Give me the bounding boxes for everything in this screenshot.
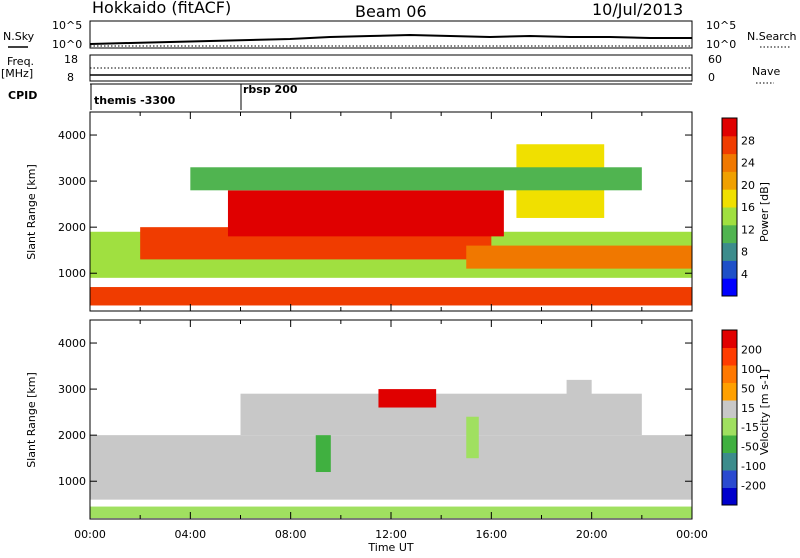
nsky-tick-top: 10^5: [52, 19, 82, 32]
velocity-band-5: [315, 435, 331, 473]
cpid-panel: CPID themis -3300 rbsp 200: [8, 83, 692, 110]
nsearch-tick-bottom: 10^0: [706, 38, 736, 51]
velocity-band-4: [566, 379, 592, 426]
velocity-cbar-cell-7: [722, 365, 737, 383]
x-tick-label-6: 00:00: [676, 528, 708, 541]
power-cbar-cell-3: [722, 224, 737, 244]
velocity-cbar-cell-3: [722, 435, 737, 453]
nsearch-tick-top: 10^5: [706, 19, 736, 32]
velocity-cbar-cell-1: [722, 470, 737, 488]
beam-title: Beam 06: [355, 2, 427, 21]
velocity-cbar-tick: 50: [741, 382, 755, 395]
x-tick-label-0: 00:00: [74, 528, 106, 541]
power-cells: [90, 144, 692, 306]
power-cbar-label: Power [dB]: [758, 182, 771, 242]
power-cbar-cell-9: [722, 118, 737, 137]
cpid-mode-2: rbsp 200: [243, 83, 298, 96]
x-tick-label-5: 20:00: [576, 528, 608, 541]
velocity-cbar-tick: -15: [741, 421, 759, 434]
velocity-cbar-label: Velocity [m s-1]: [758, 369, 771, 455]
velocity-ytick-label: 2000: [58, 429, 86, 442]
cpid-label: CPID: [8, 89, 37, 102]
power-ytick-label: 2000: [58, 221, 86, 234]
x-tick-label-4: 16:00: [475, 528, 507, 541]
power-ytick-label: 4000: [58, 129, 86, 142]
velocity-cells: [90, 379, 692, 519]
freq-panel: Freq. [MHz] 18 8 Nave 60 0: [1, 53, 780, 84]
nave-label: Nave: [752, 65, 780, 78]
station-title: Hokkaido (fitACF): [92, 0, 231, 17]
velocity-cbar-tick: 200: [741, 343, 762, 356]
power-band-6: [190, 167, 642, 191]
power-band-3: [227, 190, 504, 237]
velocity-axes: 1000 2000 3000 4000: [58, 320, 693, 519]
velocity-colorbar: 200 100 50 15 -15 -50 -100 -200: [721, 329, 766, 506]
nsky-tick-bottom: 10^0: [52, 38, 82, 51]
velocity-cbar-tick: -100: [741, 460, 766, 473]
power-cbar-cell-8: [722, 135, 737, 155]
velocity-band-3: [466, 416, 479, 459]
nsky-panel: N.Sky 10^5 10^0 N.Search 10^5 10^0: [3, 19, 797, 51]
power-axes: 1000 2000 3000 4000: [58, 112, 693, 311]
power-cbar-tick: 4: [741, 268, 748, 281]
x-tick-label-2: 08:00: [275, 528, 307, 541]
power-cbar-tick: 12: [741, 223, 755, 236]
freq-label-2: [MHz]: [1, 67, 33, 80]
x-axis-label: Time UT: [367, 541, 413, 554]
velocity-ylabel: Slant Range [km]: [25, 372, 38, 468]
power-cbar-cell-6: [722, 171, 737, 190]
freq-tick-bottom: 8: [67, 71, 74, 84]
freq-label-1: Freq.: [7, 55, 34, 68]
velocity-cbar-cell-2: [722, 452, 737, 471]
power-cbar-cell-1: [722, 260, 737, 279]
velocity-panel: 1000 2000 3000 4000 Slant Range [km]: [25, 319, 693, 520]
velocity-cbar-tick: -50: [741, 441, 759, 454]
x-tick-label-3: 12:00: [375, 528, 407, 541]
velocity-ytick-label: 3000: [58, 383, 86, 396]
x-tick-label-1: 04:00: [174, 528, 206, 541]
power-cbar-cell-7: [722, 153, 737, 172]
power-cbar-tick: 20: [741, 179, 755, 192]
power-cbar-tick: 8: [741, 246, 748, 259]
velocity-cbar-cell-0: [722, 487, 737, 506]
power-colorbar: 4 8 12 16 20 24 28: [721, 117, 755, 297]
velocity-cbar-tick: 100: [741, 363, 762, 376]
velocity-cbar-cell-4: [722, 417, 737, 436]
power-cbar-cell-5: [722, 189, 737, 208]
power-ytick-label: 1000: [58, 267, 86, 280]
freq-tick-top: 18: [64, 53, 78, 66]
velocity-ytick-label: 1000: [58, 475, 86, 488]
power-panel: 1000 2000 3000 4000 Slant Range [km]: [25, 111, 693, 312]
power-band-4: [466, 245, 692, 269]
power-ylabel: Slant Range [km]: [25, 164, 38, 260]
power-cbar-tick: 24: [741, 157, 755, 170]
power-cbar-tick: 28: [741, 134, 755, 147]
nave-tick-top: 60: [708, 53, 722, 66]
velocity-cbar-tick: 15: [741, 402, 755, 415]
power-cbar-cell-2: [722, 242, 737, 261]
date-title: 10/Jul/2013: [592, 0, 683, 19]
nave-tick-bottom: 0: [708, 71, 715, 84]
velocity-ytick-label: 4000: [58, 337, 86, 350]
velocity-cbar-cell-8: [722, 347, 737, 366]
velocity-cbar-cell-9: [722, 330, 737, 348]
power-ytick-label: 3000: [58, 175, 86, 188]
velocity-cbar-cell-6: [722, 382, 737, 401]
nsky-trace: [89, 33, 692, 45]
power-cbar-tick: 16: [741, 201, 755, 214]
power-cbar-cell-4: [722, 207, 737, 226]
velocity-band-0: [90, 435, 692, 500]
nsearch-label: N.Search: [747, 30, 797, 43]
velocity-cbar-tick: -200: [741, 480, 766, 493]
x-axis-ticks: 00:00 04:00 08:00 12:00 16:00 20:00 00:00: [74, 528, 708, 541]
velocity-band-2: [378, 389, 437, 408]
nsky-label: N.Sky: [3, 30, 35, 43]
power-band-0: [90, 287, 692, 306]
power-cbar-cell-0: [722, 278, 737, 297]
velocity-cbar-cell-5: [722, 400, 737, 418]
cpid-mode-1: themis -3300: [94, 94, 176, 107]
